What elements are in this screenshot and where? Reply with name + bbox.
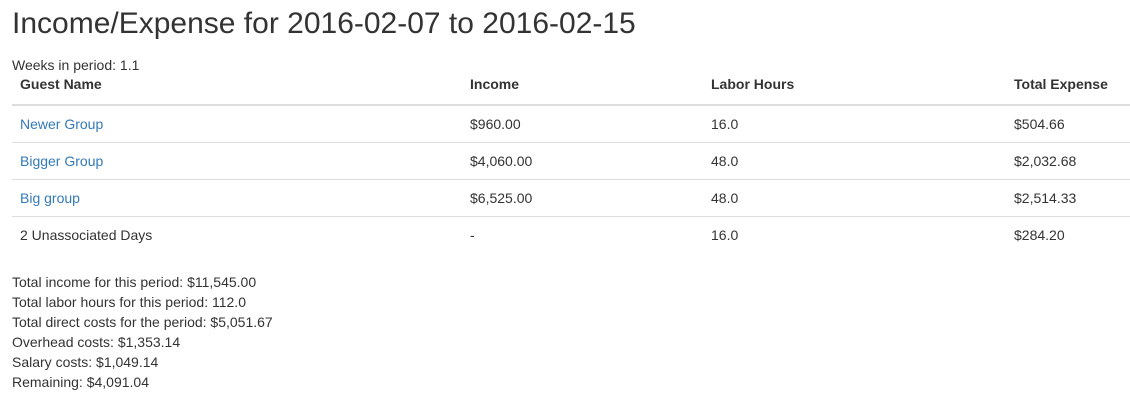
table-row: Newer Group $960.00 16.0 $504.66 [12,105,1130,143]
income-cell: $6,525.00 [462,179,703,217]
table-header-row: Guest Name Income Labor Hours Total Expe… [12,74,1130,106]
table-row: Big group $6,525.00 48.0 $2,514.33 [12,179,1130,217]
table-row: 2 Unassociated Days - 16.0 $284.20 [12,216,1130,253]
total-expense-cell: $504.66 [1014,116,1065,132]
report-page: Income/Expense for 2016-02-07 to 2016-02… [12,7,1130,392]
guest-link-bigger-group[interactable]: Bigger Group [20,153,104,169]
total-income-line: Total income for this period: $11,545.00 [12,274,257,290]
guest-link-big-group[interactable]: Big group [20,190,80,206]
labor-hours-cell: 48.0 [703,142,1006,180]
income-cell: - [462,216,703,253]
total-expense-cell: $2,514.33 [1006,179,1130,217]
salary-costs-line: Salary costs: $1,049.14 [12,354,159,370]
total-labor-hours-line: Total labor hours for this period: 112.0 [12,294,246,310]
remaining-line: Remaining: $4,091.04 [12,374,149,390]
total-expense-cell: $284.20 [1006,216,1130,253]
overhead-costs-line: Overhead costs: $1,353.14 [12,334,181,350]
guest-name-cell: Big group [12,179,462,217]
income-expense-table: Guest Name Income Labor Hours Total Expe… [12,74,1130,253]
weeks-in-period: Weeks in period: 1.1 [12,57,140,73]
labor-hours-cell: 16.0 [711,116,739,132]
header-labor-hours: Labor Hours [703,74,1006,106]
period-summary: Total income for this period: $11,545.00… [12,272,1118,392]
unassociated-days-cell: 2 Unassociated Days [12,216,462,253]
header-income: Income [462,74,703,106]
income-cell: $4,060.00 [462,142,703,180]
income-cell: $960.00 [470,116,521,132]
guest-name-cell: Newer Group [12,105,462,143]
header-guest-name: Guest Name [12,74,462,106]
guest-name-cell: Bigger Group [12,142,462,180]
guest-link-newer-group[interactable]: Newer Group [20,116,104,132]
labor-hours-cell: 48.0 [703,179,1006,217]
page-title: Income/Expense for 2016-02-07 to 2016-02… [12,7,636,40]
header-total-expense: Total Expense [1006,74,1130,106]
total-direct-costs-line: Total direct costs for the period: $5,05… [12,314,273,330]
labor-hours-cell: 16.0 [703,216,1006,253]
table-row: Bigger Group $4,060.00 48.0 $2,032.68 [12,142,1130,180]
total-expense-cell: $2,032.68 [1006,142,1130,180]
